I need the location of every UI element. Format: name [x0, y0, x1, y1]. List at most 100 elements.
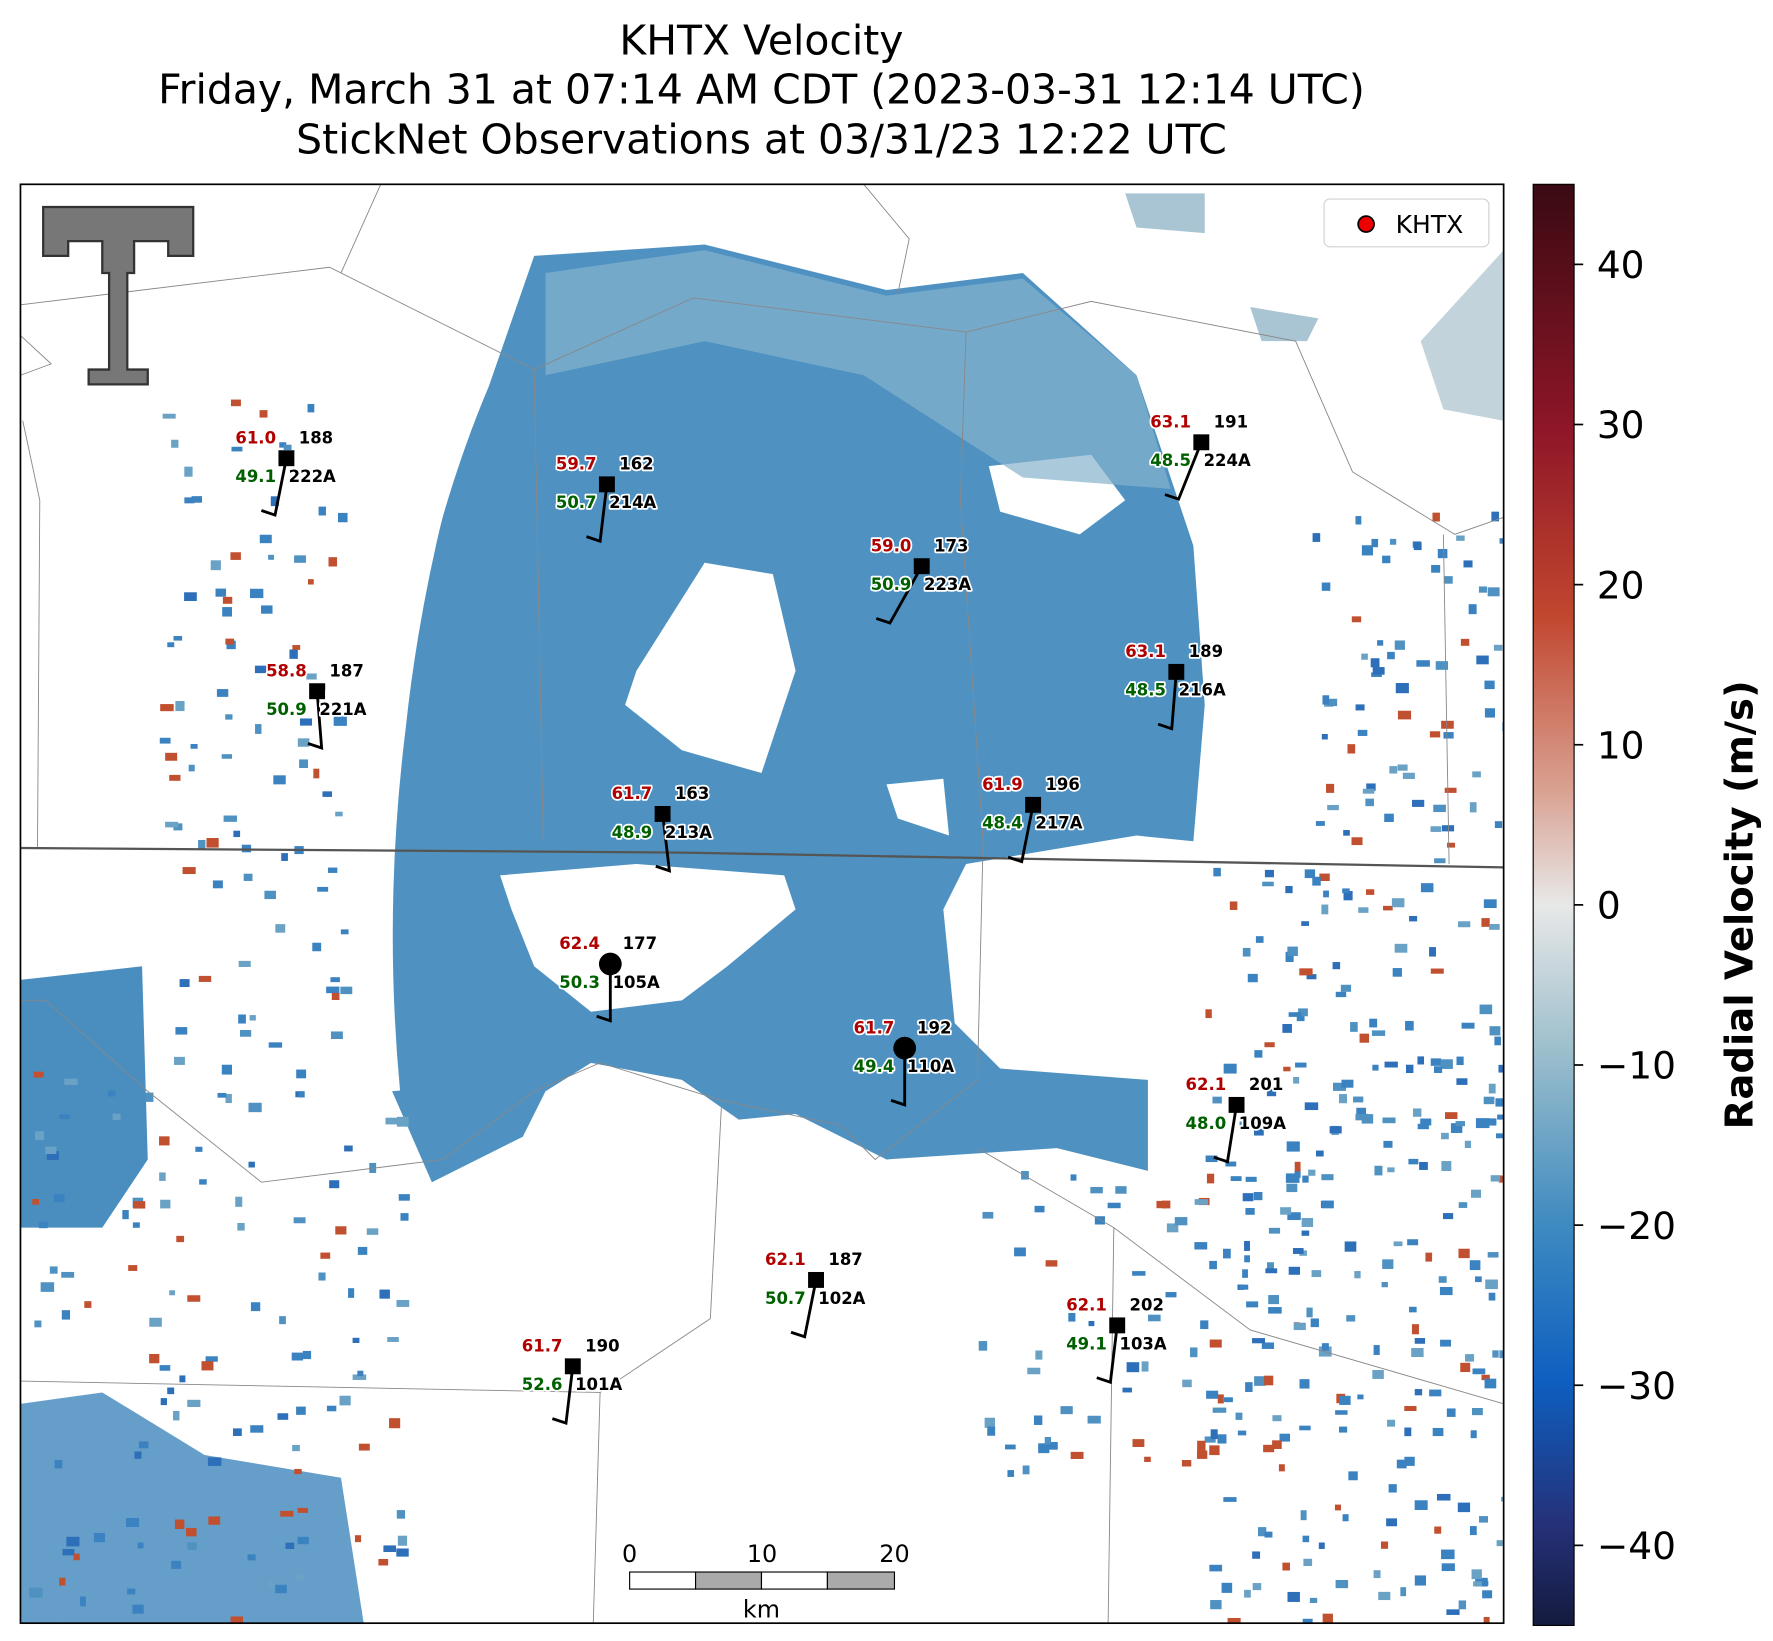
station-id: 223A	[924, 575, 971, 594]
echo-speck	[1242, 1193, 1254, 1202]
wind-barb	[875, 565, 923, 625]
echo-speck	[357, 1246, 368, 1255]
station-green-value: 48.0	[1186, 1114, 1227, 1133]
echo-speck	[1242, 947, 1251, 957]
echo-speck	[1430, 1058, 1442, 1066]
echo-speck	[1323, 890, 1329, 898]
echo-speck	[268, 554, 274, 560]
echo-speck	[1433, 1066, 1443, 1073]
echo-speck	[206, 838, 219, 848]
echo-speck	[1490, 1175, 1501, 1182]
echo-speck	[987, 1426, 996, 1436]
echo-speck	[1441, 825, 1455, 832]
echo-speck	[174, 1519, 185, 1530]
echo-speck	[1321, 1343, 1329, 1351]
echo-speck	[1237, 1430, 1247, 1436]
echo-speck	[1420, 883, 1434, 893]
echo-speck	[1212, 1096, 1222, 1104]
echo-speck	[212, 880, 223, 889]
echo-speck	[344, 1145, 353, 1152]
echo-speck	[225, 714, 233, 720]
echo-speck	[326, 986, 340, 994]
echo-speck	[299, 718, 312, 726]
echo-speck	[1409, 915, 1418, 922]
echo-speck	[1439, 1286, 1453, 1296]
station-marker	[1168, 663, 1185, 680]
echo-gap	[376, 270, 517, 1093]
echo-speck	[1491, 511, 1499, 522]
echo-speck	[1094, 1216, 1105, 1225]
station-marker	[598, 476, 615, 493]
station-id: 222A	[289, 467, 336, 486]
legend: KHTX	[1323, 198, 1490, 248]
echo-speck	[1239, 1284, 1249, 1290]
echo-speck	[1299, 968, 1313, 976]
echo-speck	[1417, 1056, 1425, 1065]
echo-speck	[259, 410, 268, 418]
echo-speck	[250, 588, 264, 599]
echo-speck	[1489, 923, 1500, 930]
echo-speck	[1441, 1161, 1452, 1172]
echo-speck	[159, 1172, 166, 1181]
echo-speck	[149, 1353, 160, 1364]
echo-speck	[169, 774, 181, 781]
echo-speck	[1351, 837, 1363, 846]
station-red-value: 63.1	[1150, 413, 1191, 432]
echo-speck	[1357, 729, 1368, 736]
echo-speck	[108, 1090, 116, 1097]
echo-speck	[1090, 1186, 1103, 1194]
station-marker	[564, 1358, 581, 1375]
echo-speck	[1397, 710, 1412, 720]
station-red-value: 61.7	[522, 1337, 563, 1356]
station-id: 102A	[818, 1289, 865, 1308]
echo-speck	[1210, 1600, 1222, 1610]
echo-speck	[217, 1092, 227, 1098]
echo-speck	[1411, 1324, 1419, 1335]
echo-speck	[1354, 1271, 1361, 1279]
station-red-value: 61.9	[982, 775, 1023, 794]
echo-speck	[1252, 1583, 1262, 1591]
echo-speck	[318, 506, 326, 516]
echo-speck	[307, 579, 314, 585]
echo-speck	[396, 1510, 406, 1519]
echo-speck	[249, 1015, 256, 1021]
echo-speck	[1436, 1493, 1451, 1501]
echo-speck	[348, 1288, 355, 1298]
station-id: 101A	[575, 1375, 622, 1394]
echo-speck	[132, 1222, 140, 1228]
echo-speck	[191, 496, 203, 503]
echo-speck	[1286, 1141, 1300, 1152]
echo-speck	[275, 1584, 287, 1594]
echo-speck	[125, 1518, 140, 1528]
echo-speck	[1027, 1367, 1041, 1375]
scale-segment	[826, 1571, 896, 1590]
echo-speck	[1223, 1497, 1237, 1502]
echo-speck	[320, 1252, 331, 1259]
county-lines	[20, 184, 1504, 1624]
echo-speck	[1182, 1379, 1192, 1388]
echo-speck	[1387, 1167, 1395, 1173]
echo-speck	[1221, 1582, 1233, 1593]
echo-speck	[207, 1457, 222, 1466]
echo-speck	[1441, 720, 1454, 729]
echo-speck	[296, 1574, 304, 1581]
echo-speck	[1206, 1173, 1215, 1184]
echo-speck	[1395, 683, 1409, 694]
echo-speck	[1404, 1406, 1417, 1412]
echo-speck	[1442, 1213, 1454, 1220]
echo-speck	[186, 1527, 197, 1537]
station-red-value: 62.1	[1066, 1296, 1107, 1315]
echo-speck	[1346, 1315, 1356, 1322]
station-black-value: 191	[1214, 413, 1248, 432]
echo-speck	[184, 592, 197, 601]
echo-speck	[230, 552, 241, 560]
echo-speck	[248, 1102, 262, 1113]
echo-speck	[1484, 1378, 1497, 1389]
echo-speck	[1499, 1350, 1504, 1359]
echo-speck	[1044, 1436, 1052, 1445]
echo-speck	[1209, 1339, 1222, 1348]
echo-speck	[1414, 1389, 1423, 1396]
echo-speck	[1432, 1427, 1444, 1437]
echo-speck	[328, 867, 338, 873]
echo-speck	[1217, 1394, 1224, 1404]
